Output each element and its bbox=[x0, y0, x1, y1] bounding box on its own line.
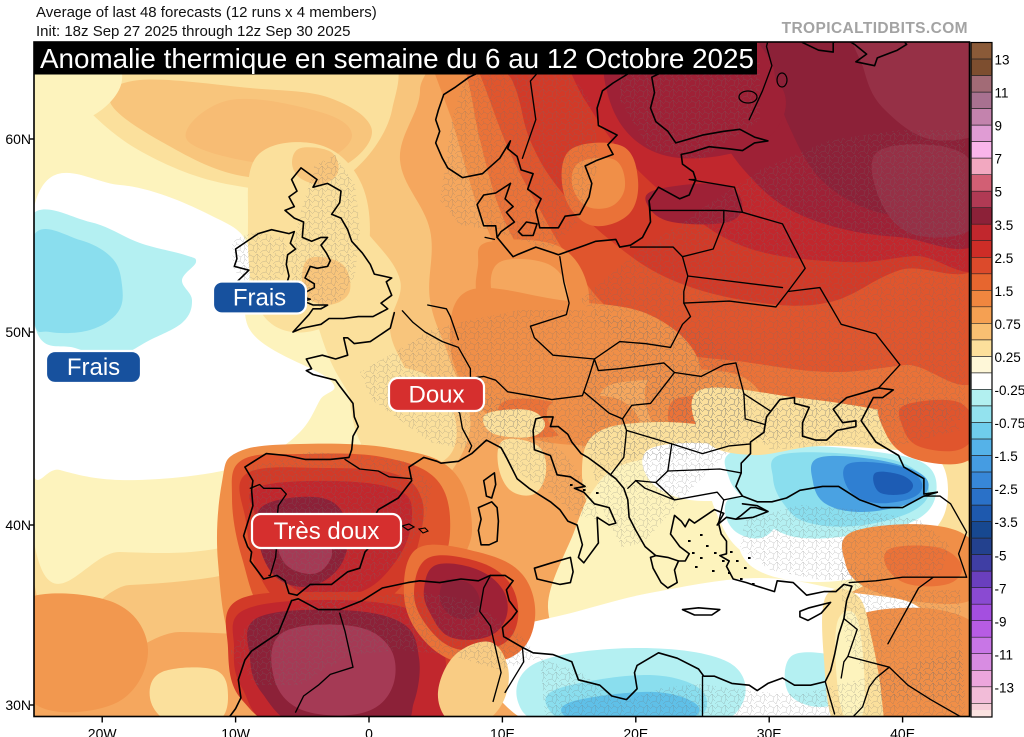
svg-text:Init: 18z Sep 27 2025 through: Init: 18z Sep 27 2025 through 12z Sep 30… bbox=[36, 23, 350, 40]
svg-text:10W: 10W bbox=[221, 726, 251, 737]
svg-text:-0.25: -0.25 bbox=[995, 383, 1024, 398]
svg-text:Anomalie thermique en semaine: Anomalie thermique en semaine du 6 au 12… bbox=[40, 43, 754, 74]
svg-text:-2.5: -2.5 bbox=[995, 482, 1018, 497]
svg-text:30E: 30E bbox=[757, 726, 782, 737]
svg-text:40E: 40E bbox=[890, 726, 915, 737]
svg-text:30N: 30N bbox=[5, 697, 31, 713]
svg-text:Frais: Frais bbox=[67, 354, 120, 381]
svg-text:-7: -7 bbox=[995, 581, 1007, 596]
svg-text:-9: -9 bbox=[995, 614, 1007, 629]
svg-text:60N: 60N bbox=[5, 131, 31, 147]
svg-text:Average of last 48 forecasts (: Average of last 48 forecasts (12 runs x … bbox=[36, 4, 377, 21]
svg-text:9: 9 bbox=[995, 119, 1003, 134]
svg-text:5: 5 bbox=[995, 185, 1003, 200]
svg-text:50N: 50N bbox=[5, 324, 31, 340]
svg-text:0.75: 0.75 bbox=[995, 317, 1021, 332]
svg-text:3.5: 3.5 bbox=[995, 218, 1014, 233]
svg-text:-5: -5 bbox=[995, 548, 1007, 563]
svg-text:-1.5: -1.5 bbox=[995, 449, 1018, 464]
svg-text:TROPICALTIDBITS.COM: TROPICALTIDBITS.COM bbox=[782, 20, 968, 37]
svg-text:7: 7 bbox=[995, 152, 1003, 167]
svg-text:20W: 20W bbox=[88, 726, 118, 737]
svg-text:0.25: 0.25 bbox=[995, 350, 1021, 365]
svg-text:11: 11 bbox=[995, 86, 1009, 101]
svg-text:10E: 10E bbox=[490, 726, 515, 737]
svg-text:-13: -13 bbox=[995, 680, 1015, 695]
svg-text:Très doux: Très doux bbox=[274, 518, 380, 545]
svg-text:13: 13 bbox=[995, 53, 1010, 68]
svg-text:0: 0 bbox=[365, 726, 373, 737]
svg-text:2.5: 2.5 bbox=[995, 251, 1014, 266]
svg-text:-3.5: -3.5 bbox=[995, 515, 1018, 530]
svg-text:1.5: 1.5 bbox=[995, 284, 1014, 299]
svg-text:Doux: Doux bbox=[408, 382, 464, 409]
svg-text:40N: 40N bbox=[5, 517, 31, 533]
svg-text:-11: -11 bbox=[995, 647, 1014, 662]
svg-text:20E: 20E bbox=[623, 726, 648, 737]
svg-text:Frais: Frais bbox=[233, 285, 286, 312]
svg-text:-0.75: -0.75 bbox=[995, 416, 1024, 431]
